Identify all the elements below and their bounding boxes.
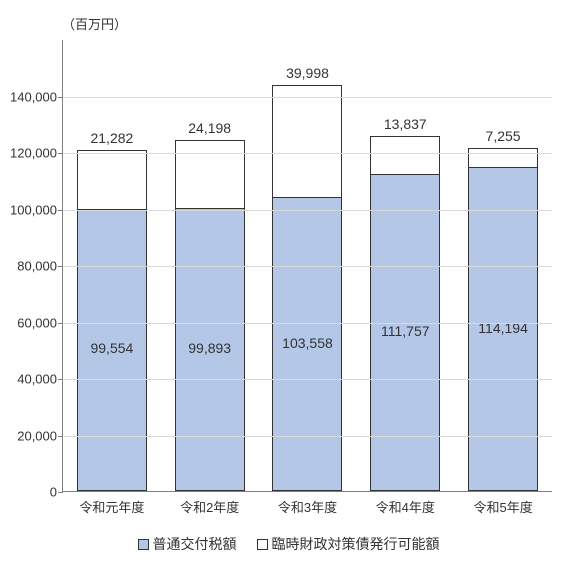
x-category-label: 令和4年度	[376, 497, 435, 516]
bar-segment-secondary	[77, 150, 147, 210]
x-category-label: 令和5年度	[473, 497, 532, 516]
gridline	[63, 266, 552, 267]
bar-value-primary: 99,893	[188, 340, 231, 356]
ytick-label: 80,000	[17, 259, 63, 274]
bar-value-secondary: 7,255	[486, 128, 521, 144]
bar-stack	[77, 150, 147, 491]
legend-label-primary: 普通交付税額	[153, 534, 237, 554]
ytick-label: 100,000	[10, 202, 63, 217]
bar-segment-secondary	[370, 136, 440, 175]
legend: 普通交付税額 臨時財政対策債発行可能額	[0, 534, 577, 554]
ytick-label: 120,000	[10, 146, 63, 161]
gridline	[63, 323, 552, 324]
bar-stack	[175, 140, 245, 491]
x-category-label: 令和2年度	[180, 497, 239, 516]
bar-value-primary: 111,757	[381, 323, 430, 339]
ytick-label: 0	[50, 485, 63, 500]
bar-value-primary: 103,558	[282, 335, 333, 351]
bar-segment-secondary	[175, 140, 245, 208]
x-category-label: 令和元年度	[79, 497, 144, 516]
x-category-label: 令和3年度	[278, 497, 337, 516]
gridline	[63, 436, 552, 437]
gridline	[63, 153, 552, 154]
ytick-label: 20,000	[17, 428, 63, 443]
gridline	[63, 97, 552, 98]
legend-swatch-primary	[138, 539, 149, 550]
bar-segment-secondary	[272, 85, 342, 198]
legend-item-secondary: 臨時財政対策債発行可能額	[257, 534, 440, 554]
bar-value-primary: 99,554	[90, 340, 133, 356]
y-axis-unit: （百万円）	[62, 14, 127, 33]
bar-stack	[370, 136, 440, 491]
bar-value-secondary: 39,998	[286, 65, 329, 81]
bar-value-secondary: 21,282	[90, 130, 133, 146]
chart-container: （百万円） 21,282 99,554 令和元年度 24,198 99,893 令和2年度…	[0, 0, 577, 562]
bar-value-secondary: 13,837	[384, 116, 427, 132]
ytick-label: 140,000	[10, 89, 63, 104]
ytick-label: 40,000	[17, 372, 63, 387]
legend-item-primary: 普通交付税額	[138, 534, 237, 554]
ytick-label: 60,000	[17, 315, 63, 330]
gridline	[63, 379, 552, 380]
plot-area: 21,28299,554令和元年度24,19899,893令和2年度39,998…	[62, 40, 552, 492]
bar-segment-secondary	[468, 148, 538, 168]
legend-label-secondary: 臨時財政対策債発行可能額	[272, 534, 440, 554]
gridline	[63, 210, 552, 211]
legend-swatch-secondary	[257, 539, 268, 550]
bar-stack	[272, 85, 342, 491]
bar-value-secondary: 24,198	[188, 120, 231, 136]
